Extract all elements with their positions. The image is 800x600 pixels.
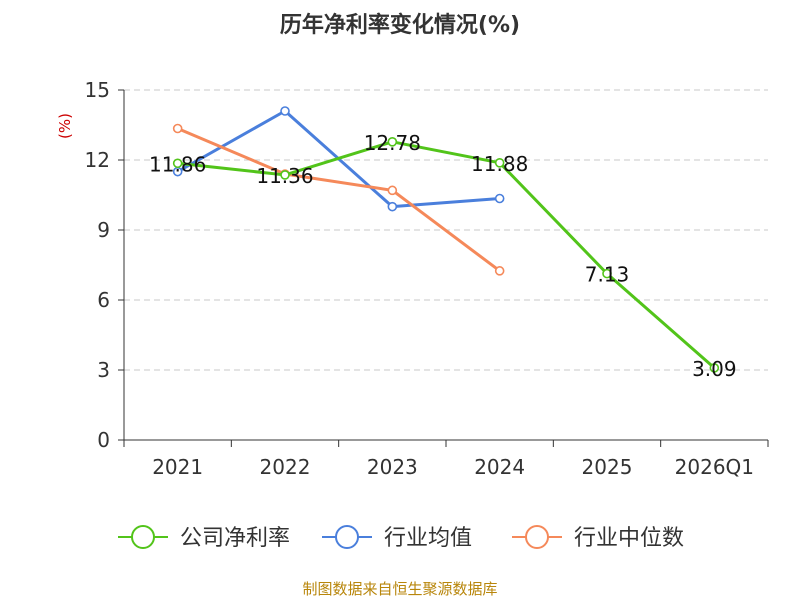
data-label: 11.36 xyxy=(256,164,313,188)
data-labels: 11.86 11.36 12.78 11.88 7.13 3.09 xyxy=(149,131,737,381)
data-point xyxy=(602,268,612,279)
data-point xyxy=(387,137,398,147)
data-label: 11.86 xyxy=(149,152,206,176)
series-line xyxy=(177,127,501,273)
series-lines xyxy=(172,106,720,373)
x-tick-label: 2021 xyxy=(152,455,203,479)
data-point xyxy=(280,170,290,180)
x-tick-label: 2022 xyxy=(260,455,311,479)
y-tick-label: 15 xyxy=(85,78,110,102)
data-point xyxy=(172,158,183,169)
data-point xyxy=(494,266,505,276)
data-label: 12.78 xyxy=(364,131,421,155)
y-tick-label: 0 xyxy=(97,428,110,452)
x-tick-label: 2024 xyxy=(474,455,525,479)
legend-marker-icon xyxy=(525,525,549,549)
legend-item[interactable]: 公司净利率 xyxy=(118,525,290,551)
legend-item[interactable]: 行业中位数 xyxy=(512,525,684,551)
y-tick-label: 6 xyxy=(97,288,110,312)
data-label: 3.09 xyxy=(692,357,737,381)
chart-title: 历年净利率变化情况(%) xyxy=(280,12,520,38)
legend-marker-icon xyxy=(335,525,359,549)
data-point xyxy=(494,158,505,168)
legend-label: 行业均值 xyxy=(384,526,472,551)
x-tick-label: 2025 xyxy=(582,455,633,479)
y-tick-label: 12 xyxy=(85,148,110,172)
legend-label: 公司净利率 xyxy=(180,526,290,551)
y-axis-unit: (%) xyxy=(56,113,74,139)
source-note: 制图数据来自恒生聚源数据库 xyxy=(302,580,497,598)
y-tick-label: 9 xyxy=(97,218,110,242)
data-label: 11.88 xyxy=(471,152,528,176)
data-point xyxy=(494,193,505,204)
legend-label: 行业中位数 xyxy=(574,526,684,551)
data-point xyxy=(709,363,720,373)
data-point xyxy=(387,185,398,196)
legend-marker-icon xyxy=(131,525,155,549)
series-line xyxy=(177,140,716,370)
y-tick-label: 3 xyxy=(97,358,110,382)
axes: 0 3 6 9 12 15 2021 2022 2023 2024 2025 2026Q1 xyxy=(85,78,769,479)
x-tick-label: 2023 xyxy=(367,455,418,479)
x-tick-label: 2026Q1 xyxy=(675,455,754,479)
data-point xyxy=(280,106,290,116)
data-label: 7.13 xyxy=(585,263,630,287)
legend-item[interactable]: 行业均值 xyxy=(322,525,472,551)
data-point xyxy=(387,201,398,212)
legend: 公司净利率 行业均值 行业中位数 xyxy=(118,525,684,551)
data-point xyxy=(172,123,183,134)
